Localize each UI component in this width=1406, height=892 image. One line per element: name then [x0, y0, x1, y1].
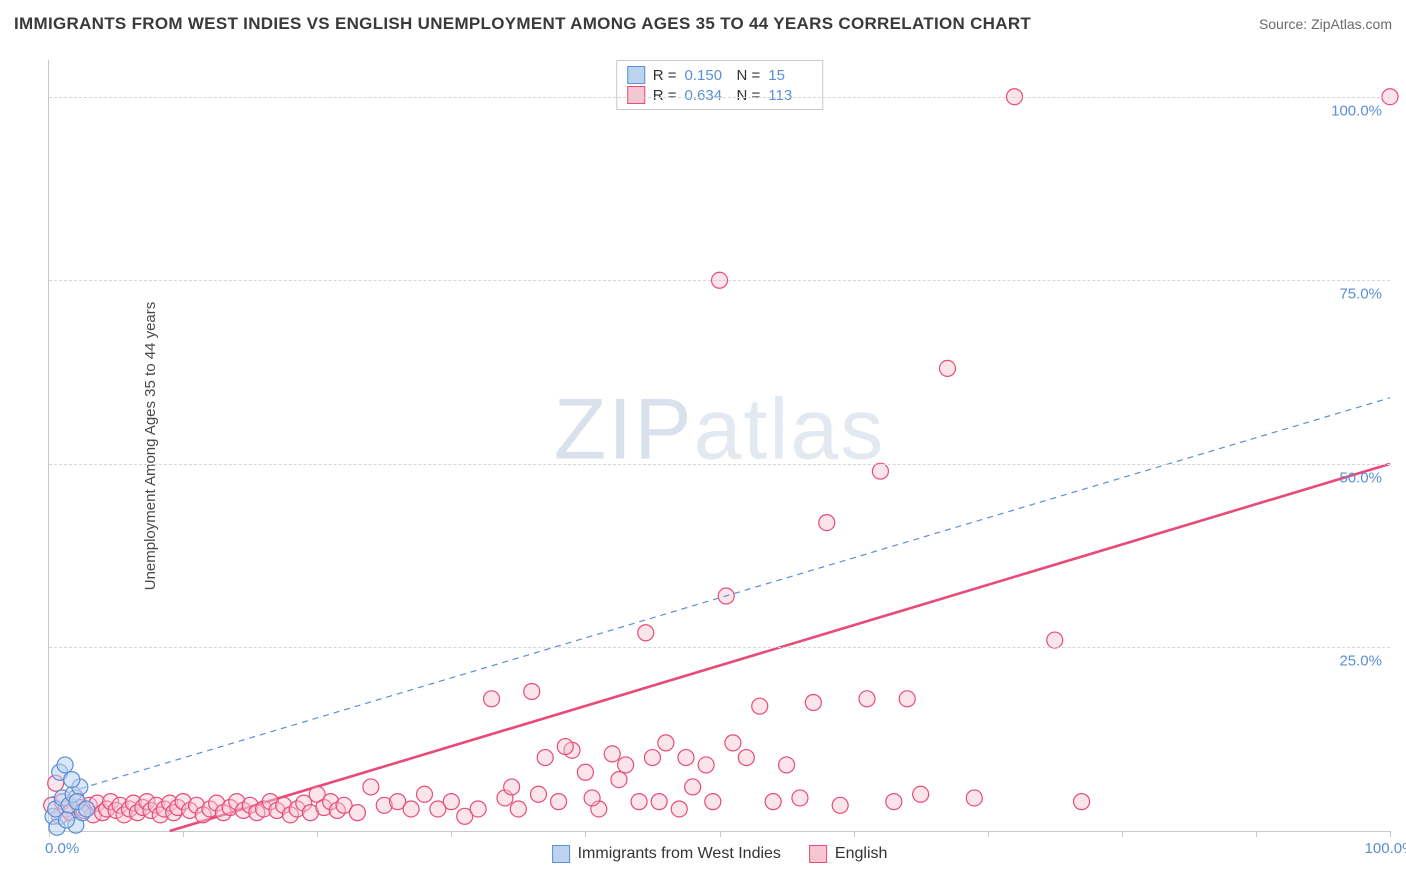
x-tick	[720, 831, 721, 837]
pink-point	[584, 790, 600, 806]
pink-point	[349, 805, 365, 821]
pink-point	[899, 691, 915, 707]
pink-point	[638, 625, 654, 641]
y-tick-label: 75.0%	[1339, 286, 1382, 303]
legend-r-label: R =	[653, 87, 677, 104]
pink-point	[484, 691, 500, 707]
pink-point	[551, 794, 567, 810]
grid-line	[49, 464, 1390, 465]
source-text: Source: ZipAtlas.com	[1259, 16, 1392, 32]
grid-line	[49, 647, 1390, 648]
pink-point	[1047, 632, 1063, 648]
x-tick	[317, 831, 318, 837]
pink-point	[618, 757, 634, 773]
blue-point	[79, 801, 95, 817]
pink-point	[705, 794, 721, 810]
pink-point	[913, 786, 929, 802]
x-tick	[183, 831, 184, 837]
pink-point	[416, 786, 432, 802]
scatter-svg	[49, 60, 1390, 831]
legend-stats-row-blue: R = 0.150 N = 15	[627, 65, 813, 85]
pink-point	[765, 794, 781, 810]
x-tick	[49, 831, 50, 837]
plot-area: ZIPatlas R = 0.150 N = 15 R = 0.634 N = …	[48, 60, 1390, 832]
pink-point	[537, 750, 553, 766]
legend-stats: R = 0.150 N = 15 R = 0.634 N = 113	[616, 60, 824, 110]
pink-point	[611, 772, 627, 788]
pink-point	[859, 691, 875, 707]
x-tick	[988, 831, 989, 837]
pink-point	[939, 360, 955, 376]
x-tick-label: 100.0%	[1365, 840, 1406, 857]
grid-line	[49, 280, 1390, 281]
pink-point	[819, 515, 835, 531]
legend-stats-row-pink: R = 0.634 N = 113	[627, 85, 813, 105]
swatch-pink-icon	[627, 86, 645, 104]
blue-point	[64, 772, 80, 788]
pink-point	[604, 746, 620, 762]
pink-point	[524, 683, 540, 699]
chart-title: IMMIGRANTS FROM WEST INDIES VS ENGLISH U…	[14, 14, 1031, 34]
pink-point	[530, 786, 546, 802]
grid-line	[49, 97, 1390, 98]
pink-point	[725, 735, 741, 751]
pink-point	[631, 794, 647, 810]
pink-point	[577, 764, 593, 780]
pink-point	[698, 757, 714, 773]
y-tick-label: 0.0%	[45, 840, 1382, 857]
legend-r-blue: 0.150	[685, 67, 729, 84]
pink-point	[644, 750, 660, 766]
pink-point	[557, 739, 573, 755]
pink-point	[752, 698, 768, 714]
pink-point	[779, 757, 795, 773]
legend-r-pink: 0.634	[685, 87, 729, 104]
legend-n-pink: 113	[768, 87, 812, 104]
pink-point	[363, 779, 379, 795]
x-tick	[1390, 831, 1391, 837]
x-tick	[1122, 831, 1123, 837]
pink-point	[443, 794, 459, 810]
pink-point	[671, 801, 687, 817]
pink-point	[1074, 794, 1090, 810]
pink-point	[651, 794, 667, 810]
pink-point	[658, 735, 674, 751]
pink-point	[832, 797, 848, 813]
blue-point	[58, 812, 74, 828]
swatch-blue-icon	[627, 66, 645, 84]
pink-point	[792, 790, 808, 806]
legend-n-blue: 15	[768, 67, 812, 84]
pink-point	[872, 463, 888, 479]
x-tick	[451, 831, 452, 837]
pink-point	[403, 801, 419, 817]
pink-point	[685, 779, 701, 795]
pink-point	[805, 695, 821, 711]
pink-point	[510, 801, 526, 817]
pink-point	[470, 801, 486, 817]
x-tick	[854, 831, 855, 837]
blue-point	[57, 757, 73, 773]
y-tick-label: 50.0%	[1339, 469, 1382, 486]
y-tick-label: 25.0%	[1339, 653, 1382, 670]
legend-r-label: R =	[653, 67, 677, 84]
legend-n-label: N =	[737, 67, 761, 84]
x-tick	[585, 831, 586, 837]
pink-point	[886, 794, 902, 810]
x-tick	[1256, 831, 1257, 837]
legend-n-label: N =	[737, 87, 761, 104]
y-tick-label: 100.0%	[1331, 102, 1382, 119]
pink-point	[678, 750, 694, 766]
pink-point	[966, 790, 982, 806]
pink-point	[504, 779, 520, 795]
pink-point	[738, 750, 754, 766]
